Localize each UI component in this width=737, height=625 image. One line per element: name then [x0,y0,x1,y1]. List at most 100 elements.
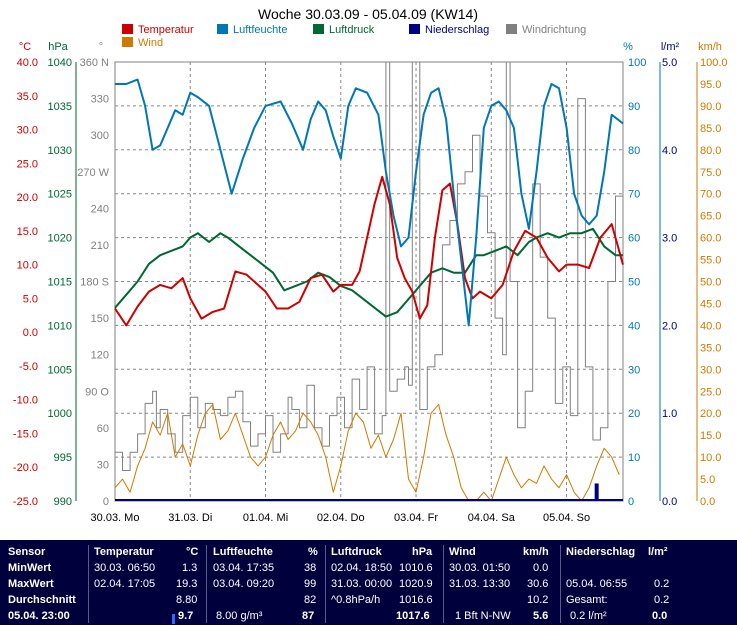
y-tick-label-temp: 25.0 [17,158,38,170]
legend-swatch [217,24,228,34]
y-tick-label-pressure: 1015 [48,277,72,289]
now-rain-rate: 0.2 l/m² [570,610,607,622]
now-wind-desc: 1 Bft N-NW [455,610,511,622]
y-tick-label-pressure: 1005 [48,364,72,376]
min-hum-val: 38 [304,562,317,574]
legend-entry: Luftdruck [329,24,375,36]
y-tick-label-direction: 330 [91,94,109,106]
min-temp-time: 30.03. 06:50 [94,562,156,574]
x-tick-label: 01.04. Mi [243,512,288,524]
panel-divider [560,545,561,623]
axis-unit-pressure: hPa [48,41,68,53]
y-tick-label-pressure: 1010 [48,320,72,332]
y-tick-label-temp: -5.0 [19,361,38,373]
now-hum-abs: 8.00 g/m³ [216,610,263,622]
y-tick-label-wind: 40.0 [700,320,721,332]
y-tick-label-wind: 55.0 [700,255,721,267]
axis-unit-humidity: % [623,41,633,53]
x-tick-label: 31.03. Di [168,512,212,524]
y-tick-label-wind: 50.0 [700,277,721,289]
y-tick-label-rain: 1.0 [662,408,677,420]
min-temp-val: 1.3 [182,562,198,574]
max-press-val: 1020.9 [399,578,433,590]
avg-press-val: 1016.6 [399,594,433,606]
y-tick-label-temp: 35.0 [17,91,38,103]
y-tick-label-pressure: 990 [54,496,72,508]
row-now-label: 05.04. 23:00 [8,610,70,622]
y-tick-label-temp: 0.0 [23,327,38,339]
y-tick-label-temp: -20.0 [13,462,38,474]
x-tick-label: 02.04. Do [317,512,365,524]
y-tick-label-pressure: 1020 [48,233,72,245]
hdr-rain-unit: l/m² [648,546,668,558]
hdr-sensor: Sensor [8,546,46,558]
y-tick-label-pressure: 1040 [48,57,72,69]
now-press-val: 1017.6 [396,610,430,622]
hdr-temp-unit: °C [186,546,199,558]
legend-entry: Windrichtung [522,24,586,36]
hdr-hum-unit: % [308,546,318,558]
y-tick-label-rain: 5.0 [662,57,677,69]
avg-press-trend: ^0.8hPa/h [331,594,381,606]
min-rain-val: 0.2 [654,578,670,590]
series-temperatur [114,175,624,327]
axis-unit-direction: ° [99,41,103,53]
avg-hum-val: 82 [304,594,317,606]
series-wind [114,403,620,502]
min-hum-time: 03.04. 17:35 [213,562,275,574]
min-wind-time: 30.03. 01:50 [449,562,511,574]
chart-title: Woche 30.03.09 - 05.04.09 (KW14) [258,6,478,22]
y-tick-label-rain: 3.0 [662,233,677,245]
avg-temp-val: 8.80 [176,594,198,606]
y-tick-label-temp: 15.0 [17,226,38,238]
min-wind-val: 0.0 [533,562,549,574]
y-tick-label-direction: 270 W [77,167,109,179]
y-tick-label-temp: -25.0 [13,496,38,508]
x-tick-label: 30.03. Mo [91,512,140,524]
legend-entry: Luftfeuchte [233,24,287,36]
y-tick-label-pressure: 995 [54,452,72,464]
y-tick-label-wind: 20.0 [700,408,721,420]
legend-swatch [506,24,517,34]
series-luftdruck [114,227,623,318]
y-tick-label-wind: 35.0 [700,342,721,354]
chart-grid [75,61,698,502]
rain-bar [594,483,599,501]
chart-series [114,61,624,502]
max-temp-val: 19.3 [176,578,198,590]
max-hum-time: 03.04. 09:20 [213,578,275,590]
now-wind-val: 5.6 [533,610,549,622]
now-temp-val: 9.7 [178,610,194,622]
y-tick-label-wind: 65.0 [700,211,721,223]
y-tick-label-direction: 0 [103,496,109,508]
min-press-time: 02.04. 18:50 [331,562,393,574]
axis-unit-wind: km/h [698,41,722,53]
summary-panel: Sensor Temperatur °C Luftfeuchte % Luftd… [0,540,737,625]
hdr-wind-unit: km/h [523,546,549,558]
row-avg-label: Durchschnitt [8,594,76,606]
avg-wind-val: 10.2 [527,594,549,606]
y-tick-label-temp: 30.0 [17,125,38,137]
y-tick-label-direction: 150 [91,313,109,325]
hdr-rain: Niederschlag [566,546,636,558]
x-tick-label: 04.04. Sa [468,512,516,524]
y-tick-label-humidity: 70 [628,189,640,201]
legend-swatch [122,37,133,47]
y-tick-label-wind: 15.0 [700,430,721,442]
rain-total-label: Gesamt: [566,594,608,606]
legend-entry: Niederschlag [425,24,489,36]
y-tick-label-wind: 25.0 [700,386,721,398]
y-tick-label-pressure: 1035 [48,101,72,113]
y-tick-label-wind: 60.0 [700,233,721,245]
y-tick-label-wind: 90.0 [700,101,721,113]
y-tick-label-wind: 80.0 [700,145,721,157]
y-tick-label-pressure: 1000 [48,408,72,420]
temp-indicator-bar [172,614,175,624]
y-tick-label-direction: 60 [97,423,109,435]
max-temp-time: 02.04. 17:05 [94,578,156,590]
y-tick-label-humidity: 90 [628,101,640,113]
legend-swatch [409,24,420,34]
y-tick-label-humidity: 10 [628,452,640,464]
legend-swatch [122,24,133,34]
y-tick-label-direction: 180 S [80,277,109,289]
